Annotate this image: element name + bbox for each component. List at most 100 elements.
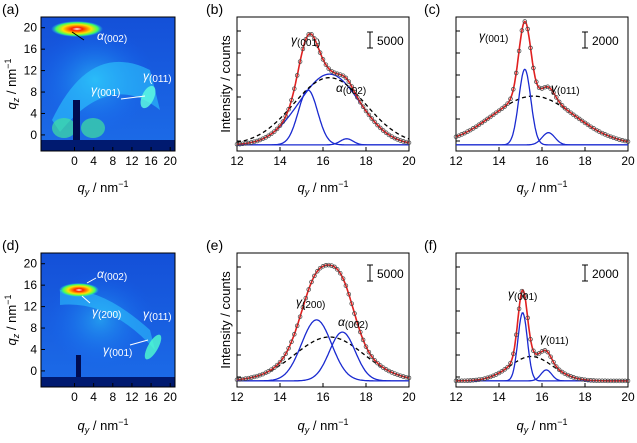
data-point xyxy=(315,42,320,48)
data-point xyxy=(542,84,548,90)
total-fit-curve xyxy=(455,20,629,143)
y-tick-label: 20 xyxy=(24,21,38,35)
x-tick-label: 12 xyxy=(230,154,244,168)
data-point xyxy=(551,90,556,95)
data-point xyxy=(545,349,550,355)
data-point xyxy=(277,123,283,128)
data-point xyxy=(582,377,588,383)
x-ticks-d: 0 4 8 12 16 20 xyxy=(71,383,177,404)
data-point xyxy=(597,378,602,383)
data-point xyxy=(294,323,300,329)
peak-component-curve xyxy=(237,331,409,382)
data-point xyxy=(516,48,522,54)
data-point xyxy=(315,269,320,274)
data-point xyxy=(283,351,288,357)
data-point xyxy=(343,75,349,81)
data-point xyxy=(337,270,343,276)
data-point xyxy=(522,19,528,24)
data-point xyxy=(528,337,533,342)
data-point xyxy=(620,138,625,143)
data-point xyxy=(401,139,406,144)
y-tick-label: 4 xyxy=(30,106,37,120)
data-point xyxy=(625,378,631,384)
data-point xyxy=(337,72,343,77)
peak-component-curve xyxy=(456,312,628,382)
data-point xyxy=(562,105,568,111)
y-tick-label: 16 xyxy=(24,278,38,292)
data-point xyxy=(505,364,510,370)
data-point xyxy=(622,378,628,384)
scale-bar-f: 2000 xyxy=(582,264,619,282)
data-point xyxy=(551,359,556,365)
x-tick-label: 4 xyxy=(90,390,97,404)
annotation-d-gamma200: γ(200) xyxy=(92,305,121,321)
annotation-f-gamma001: γ(001) xyxy=(508,287,537,303)
data-point xyxy=(257,372,263,378)
curves-f xyxy=(453,288,631,384)
annotation-a-gamma011: γ(011) xyxy=(143,69,172,85)
x-ticks-f: 12 14 16 18 20 xyxy=(449,383,635,404)
data-point xyxy=(465,378,470,383)
x-tick-label: 18 xyxy=(578,390,592,404)
data-point xyxy=(525,26,530,32)
y-ticks-e xyxy=(237,266,241,378)
data-point xyxy=(602,378,608,384)
x-tick-label: 8 xyxy=(109,154,116,168)
data-point xyxy=(620,378,625,384)
data-point xyxy=(625,139,631,144)
y-tick-label: 0 xyxy=(30,364,37,378)
annotation-f-gamma011: γ(011) xyxy=(540,331,569,347)
y-ticks-a: 0 4 8 12 16 20 xyxy=(24,21,45,142)
x-tick-label: 12 xyxy=(125,154,139,168)
data-point xyxy=(456,133,462,138)
annotation-e-alpha002: α(002) xyxy=(338,315,368,331)
data-point xyxy=(251,139,257,145)
data-point xyxy=(577,376,582,382)
x-tick-label: 18 xyxy=(359,390,373,404)
data-point xyxy=(476,377,482,382)
data-point xyxy=(286,346,291,351)
heatmap-image-a xyxy=(35,17,175,151)
x-tick-label: 20 xyxy=(621,390,635,404)
total-fit-curve xyxy=(236,32,410,146)
x-tick-label: 16 xyxy=(535,154,549,168)
data-point xyxy=(352,311,357,316)
curves-e xyxy=(234,262,412,382)
y-tick-label: 0 xyxy=(30,128,37,142)
data-point xyxy=(363,344,369,349)
x-tick-label: 16 xyxy=(535,390,549,404)
data-point xyxy=(614,136,619,141)
data-point xyxy=(534,79,539,85)
annotation-b-gamma001: γ(001) xyxy=(291,33,320,49)
data-point xyxy=(536,85,542,91)
data-point xyxy=(372,119,377,125)
data-point xyxy=(395,372,400,377)
data-point xyxy=(254,373,260,379)
data-point xyxy=(297,59,303,64)
scale-bar-c: 2000 xyxy=(582,31,619,49)
data-point xyxy=(608,378,614,384)
total-fit-curve xyxy=(236,264,410,381)
data-point xyxy=(323,62,329,67)
data-point xyxy=(588,378,593,383)
data-point xyxy=(522,293,528,299)
x-tick-label: 16 xyxy=(316,154,330,168)
y-tick-label: 8 xyxy=(30,321,37,335)
annotation-line-a-gamma001 xyxy=(120,95,146,100)
peak-component-curve xyxy=(236,73,410,145)
data-point xyxy=(502,104,507,109)
x-tick-label: 14 xyxy=(273,154,287,168)
x-ticks-c: 12 14 16 18 20 xyxy=(449,147,635,168)
x-tick-label: 18 xyxy=(359,154,373,168)
data-point xyxy=(309,32,314,37)
peak-component-curve xyxy=(237,319,409,382)
panel-c: (c) 12 14 16 18 20 2000 γ(001) γ(011) qy / n… xyxy=(424,1,635,197)
data-point xyxy=(309,279,314,285)
total-fit-curve xyxy=(456,289,628,382)
y-ticks-c xyxy=(456,30,460,142)
scale-bar-label-e: 5000 xyxy=(377,267,404,281)
scale-bar-label-b: 5000 xyxy=(377,34,404,48)
data-point xyxy=(234,142,240,147)
